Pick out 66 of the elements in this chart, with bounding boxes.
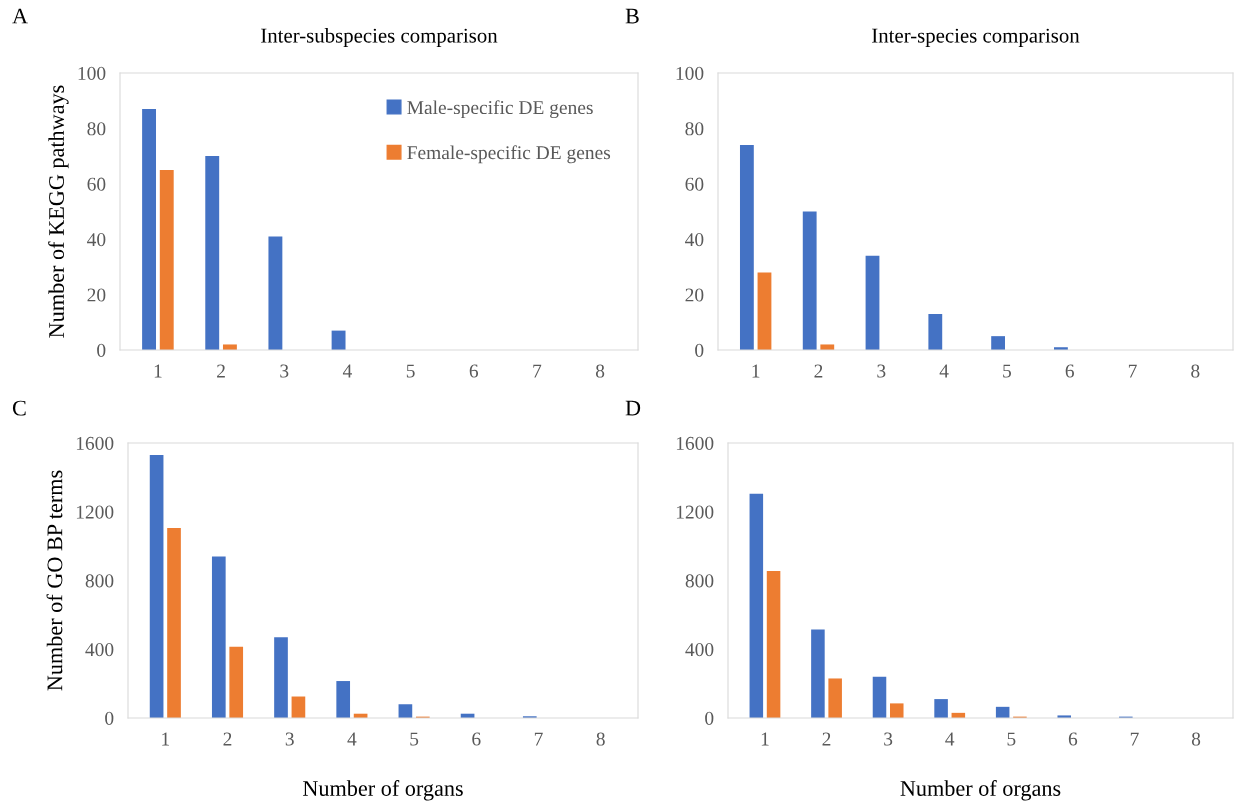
y-tick-label: 0: [105, 711, 114, 725]
y-tick-label: 20: [685, 288, 704, 302]
x-tick-label: 5: [406, 364, 415, 378]
x-tick-label: 7: [1130, 732, 1139, 746]
x-tick-label: 1: [162, 732, 170, 746]
y-tick-label: 400: [85, 643, 114, 657]
x-tick-label: 2: [217, 364, 225, 378]
y-tick-label: 800: [685, 574, 714, 588]
x-tick-label: 4: [347, 732, 357, 746]
y-tick-label: 80: [685, 122, 704, 136]
x-tick-label: 7: [1128, 364, 1137, 378]
y-tick-label: 100: [78, 66, 106, 80]
x-tick-label: 3: [280, 364, 289, 378]
y-tick-label: 1600: [676, 436, 714, 450]
y-axis-title: Number of GO BP terms: [46, 470, 63, 691]
x-tick-label: 6: [472, 732, 481, 746]
x-tick-label: 2: [822, 732, 831, 746]
x-tick-label: 3: [884, 732, 893, 746]
x-tick-label: 6: [1068, 732, 1078, 746]
x-tick-label: 5: [1007, 732, 1016, 746]
y-tick-label: 20: [87, 288, 106, 302]
y-tick-label: 80: [87, 122, 106, 136]
y-tick-label: 40: [685, 233, 704, 247]
x-tick-label: 4: [945, 732, 955, 746]
text: A: [12, 8, 28, 24]
x-tick-label: 2: [223, 732, 232, 746]
x-tick-label: 8: [1191, 364, 1200, 378]
x-axis-title: Number of organs: [900, 780, 1061, 801]
text: B: [625, 8, 639, 24]
x-tick-label: 7: [534, 732, 543, 746]
y-axis-title: Number of KEGG pathways: [48, 85, 69, 338]
chart-title: Inter-species comparison: [872, 28, 1080, 47]
y-tick-label: 0: [97, 343, 106, 357]
x-tick-label: 2: [814, 364, 823, 378]
y-tick-label: 60: [685, 177, 704, 191]
y-tick-label: 800: [85, 574, 114, 588]
x-tick-label: 5: [410, 732, 419, 746]
y-tick-label: 1600: [76, 436, 114, 450]
x-tick-label: 8: [595, 364, 605, 378]
x-tick-label: 8: [596, 732, 605, 746]
x-tick-label: 8: [1191, 732, 1201, 746]
x-tick-label: 3: [877, 364, 886, 378]
y-tick-label: 100: [676, 66, 704, 80]
y-tick-label: 1200: [676, 505, 714, 519]
x-tick-label: 7: [533, 364, 542, 378]
x-tick-label: 5: [1003, 364, 1011, 378]
x-tick-label: 1: [752, 364, 760, 378]
y-tick-label: 0: [705, 711, 714, 725]
x-tick-label: 4: [342, 364, 352, 378]
legend-label: Female-specific DE genes: [407, 145, 611, 164]
text: C: [12, 400, 26, 416]
chart-title: Inter-subspecies comparison: [261, 27, 498, 47]
y-tick-label: 60: [87, 177, 106, 191]
x-axis-title: Number of organs: [302, 780, 463, 801]
x-tick-label: 1: [154, 364, 162, 378]
y-tick-label: 40: [87, 233, 106, 247]
y-tick-label: 1200: [76, 505, 114, 519]
x-tick-label: 1: [761, 732, 769, 746]
x-tick-label: 4: [939, 364, 949, 378]
x-tick-label: 3: [285, 732, 294, 746]
legend-label: Male-specific DE genes: [407, 100, 593, 119]
x-tick-label: 6: [1065, 364, 1074, 378]
y-tick-label: 400: [685, 643, 714, 657]
x-tick-label: 6: [469, 364, 479, 378]
text: D: [625, 400, 641, 416]
y-tick-label: 0: [695, 343, 704, 357]
